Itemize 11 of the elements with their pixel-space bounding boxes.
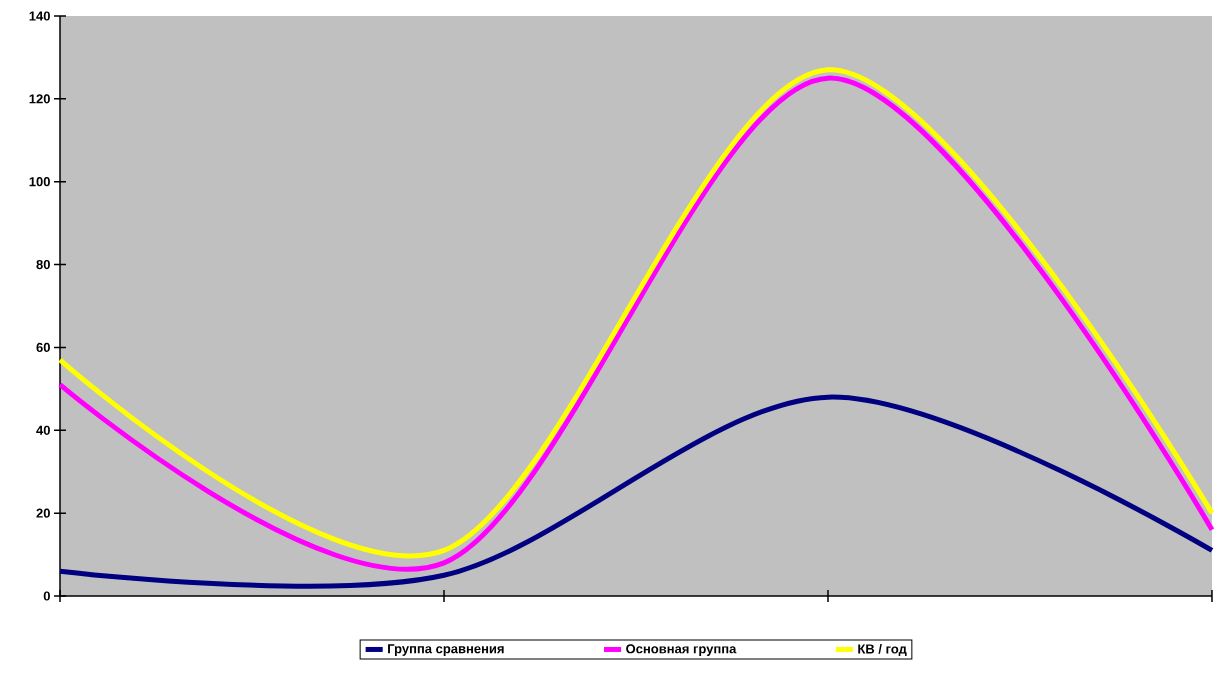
y-tick-label: 40 bbox=[36, 425, 50, 435]
y-tick-label: 20 bbox=[36, 508, 50, 518]
legend-label: КВ / год bbox=[858, 643, 907, 657]
y-tick-label: 60 bbox=[36, 342, 50, 353]
y-tick-label: 0 bbox=[43, 591, 50, 601]
y-tick-label: 140 bbox=[29, 11, 50, 21]
y-tick-label: 100 bbox=[29, 177, 50, 187]
legend-label: Основная группа bbox=[626, 644, 737, 656]
y-tick-label: 80 bbox=[36, 259, 50, 270]
legend-label: Группа сравнения bbox=[388, 644, 504, 656]
y-tick-label: 120 bbox=[29, 94, 50, 104]
